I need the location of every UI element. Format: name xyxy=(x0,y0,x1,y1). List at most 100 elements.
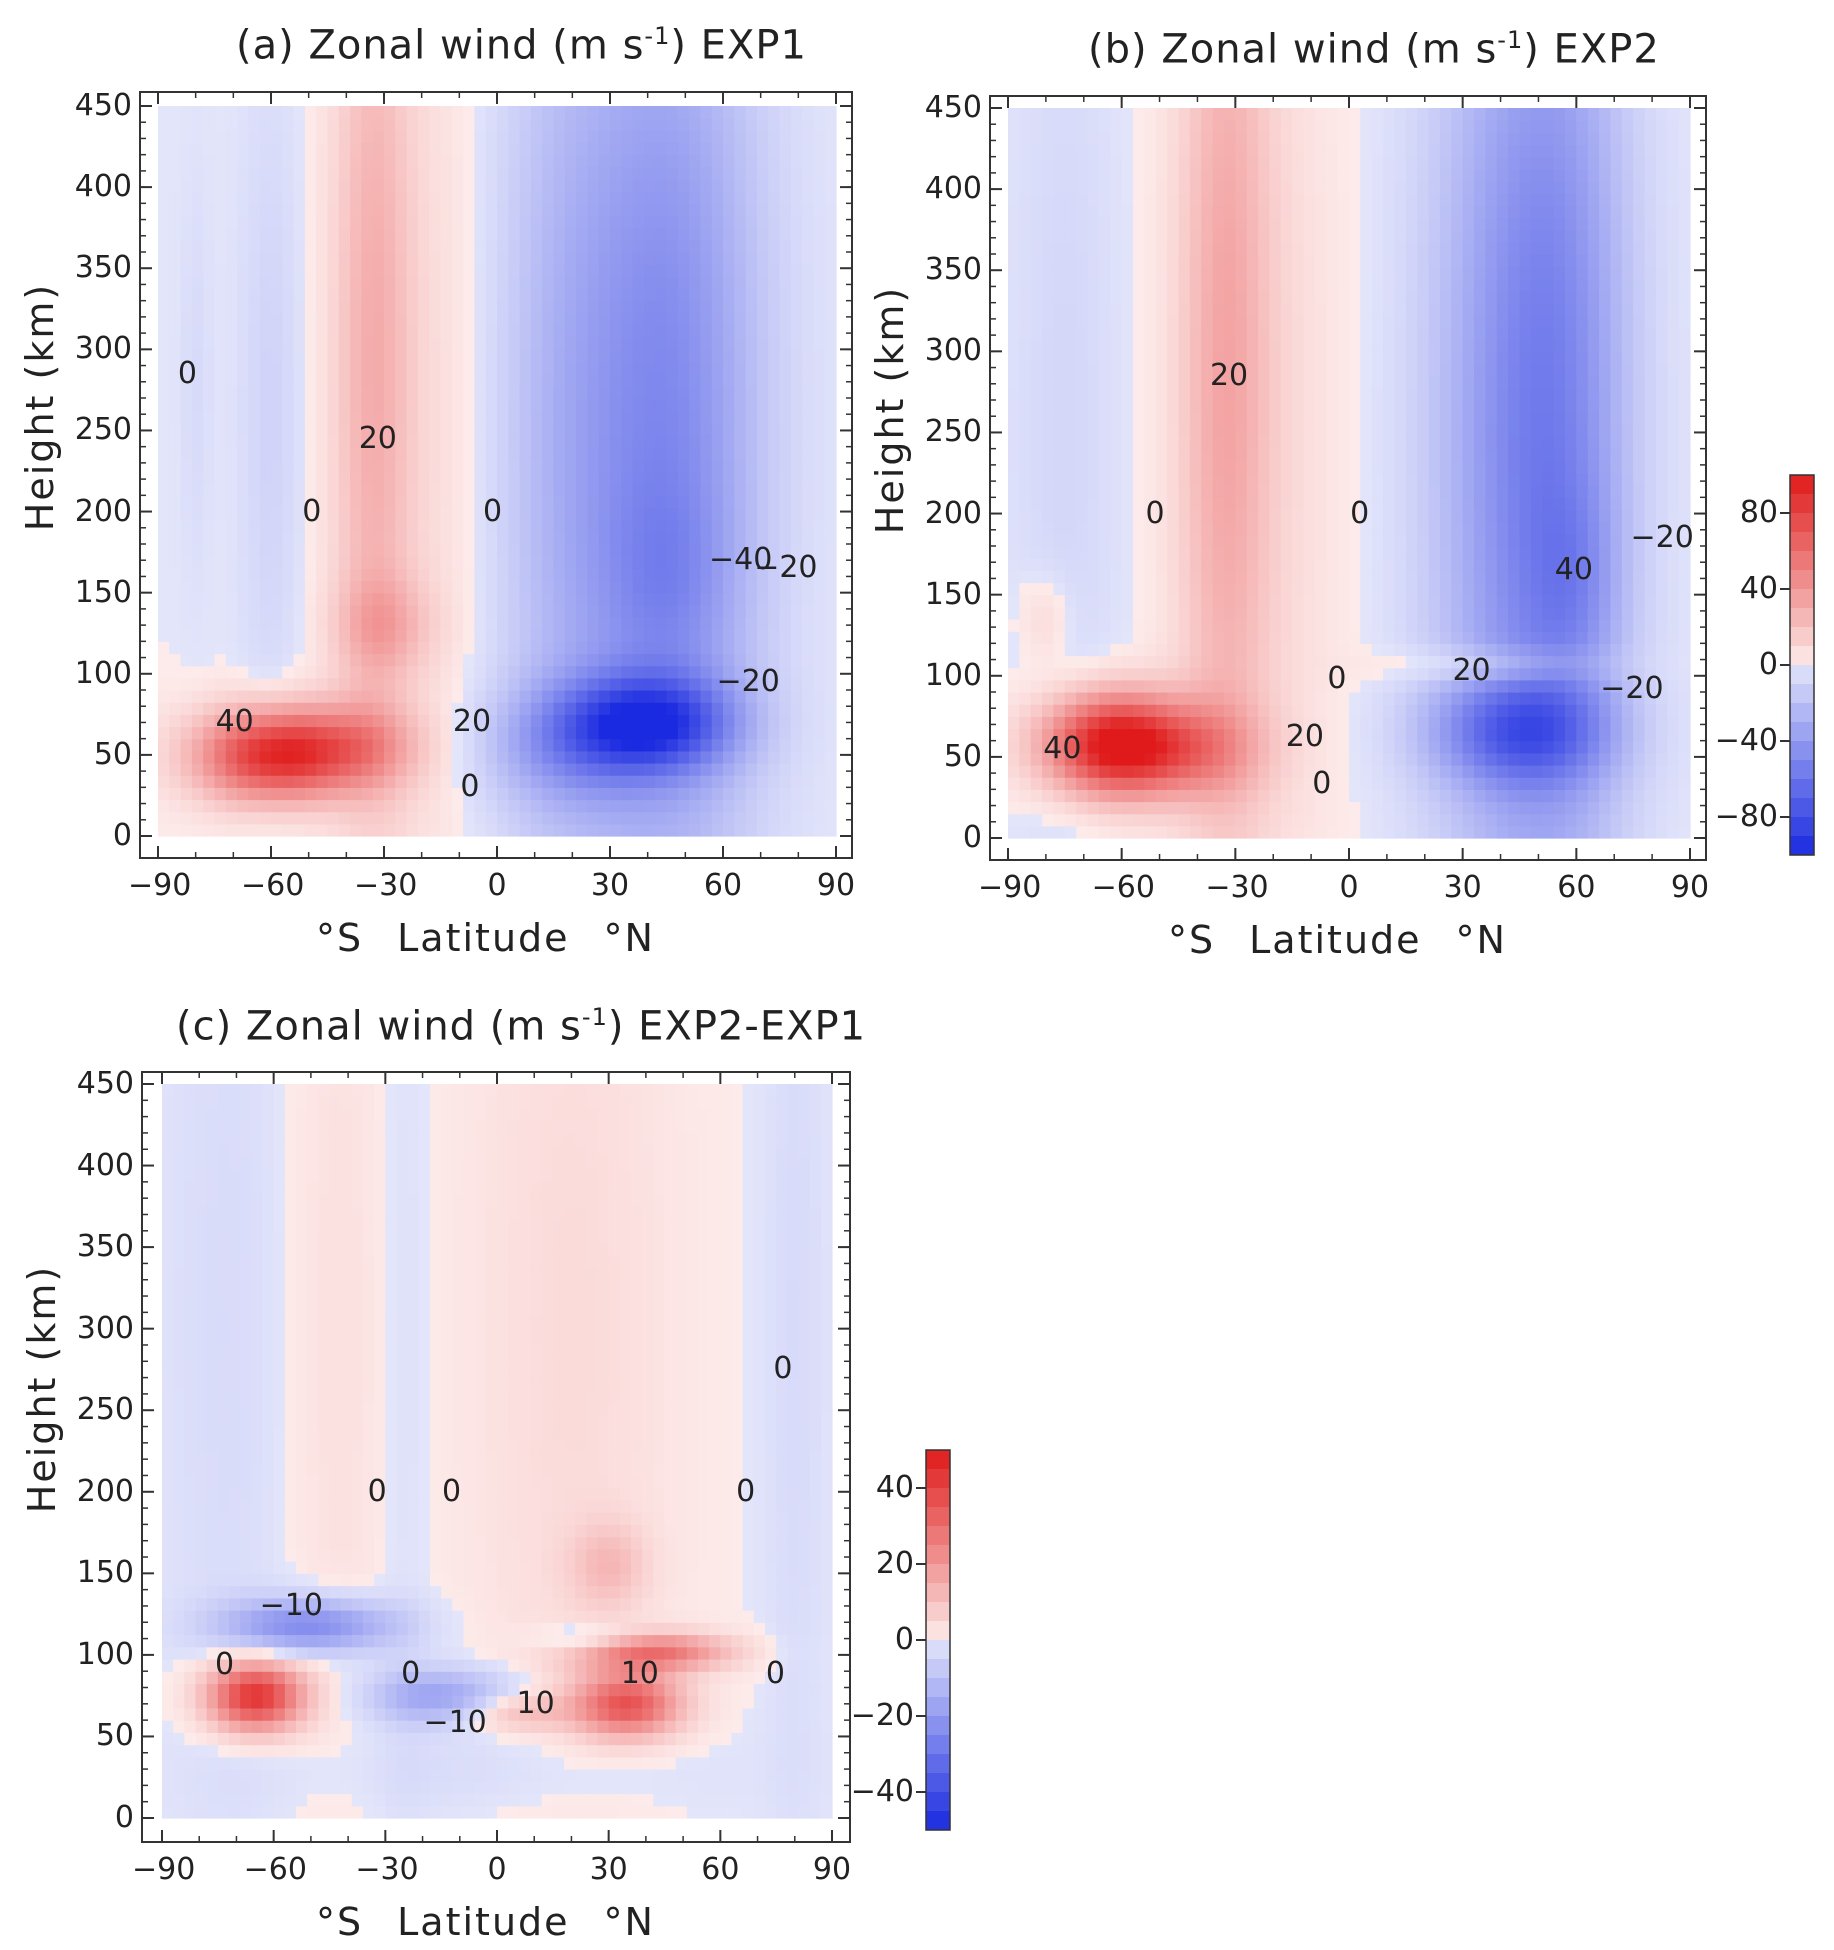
heatmap-cell xyxy=(406,239,419,253)
heatmap-cell xyxy=(440,568,453,582)
heatmap-cell xyxy=(768,130,781,144)
heatmap-cell xyxy=(485,787,498,801)
heatmap-cell xyxy=(734,629,747,642)
heatmap-cell xyxy=(282,750,295,764)
heatmap-cell xyxy=(1053,156,1066,170)
heatmap-cell xyxy=(1167,302,1180,316)
heatmap-cell xyxy=(350,252,362,265)
heatmap-cell xyxy=(768,300,781,314)
heatmap-cell xyxy=(316,799,329,813)
heatmap-cell xyxy=(632,142,645,156)
heatmap-cell xyxy=(610,276,622,290)
heatmap-cell xyxy=(485,592,498,606)
heatmap-cell xyxy=(271,507,283,521)
heatmap-cell xyxy=(158,544,170,557)
heatmap-cell xyxy=(158,239,170,253)
heatmap-cell xyxy=(643,629,656,642)
heatmap-cell xyxy=(1212,801,1225,815)
heatmap-cell xyxy=(530,349,543,363)
heatmap-cell xyxy=(632,312,645,326)
heatmap-cell xyxy=(429,690,442,703)
heatmap-cell xyxy=(1019,229,1032,243)
heatmap-cell xyxy=(361,617,374,630)
heatmap-cell xyxy=(474,288,487,302)
heatmap-cell xyxy=(350,750,362,764)
heatmap-cell xyxy=(463,300,475,314)
heatmap-cell xyxy=(824,361,837,375)
heatmap-cell xyxy=(1155,704,1168,717)
heatmap-cell xyxy=(1189,375,1202,389)
heatmap-cell xyxy=(1201,144,1214,158)
heatmap-cell xyxy=(180,507,193,521)
heatmap-cell xyxy=(395,142,408,156)
heatmap-cell xyxy=(655,227,668,241)
heatmap-cell xyxy=(700,288,713,302)
heatmap-cell xyxy=(1178,728,1191,742)
heatmap-cell xyxy=(1076,241,1089,255)
heatmap-cell xyxy=(1133,193,1145,206)
heatmap-cell xyxy=(259,252,272,265)
heatmap-cell xyxy=(304,495,317,509)
heatmap-cell xyxy=(1144,777,1157,790)
heatmap-cell xyxy=(282,763,295,776)
heatmap-cell xyxy=(271,799,283,813)
heatmap-cell xyxy=(677,519,690,533)
heatmap-cell xyxy=(361,154,374,168)
heatmap-cell xyxy=(1144,290,1157,304)
heatmap-cell xyxy=(1053,619,1066,632)
heatmap-cell xyxy=(259,702,272,715)
heatmap-cell xyxy=(734,166,747,180)
heatmap-cell xyxy=(282,495,295,509)
heatmap-cell xyxy=(282,361,295,375)
heatmap-cell xyxy=(191,823,204,837)
heatmap-cell xyxy=(203,215,216,229)
heatmap-cell xyxy=(768,629,781,642)
heatmap-cell xyxy=(576,373,588,387)
heatmap-cell xyxy=(1053,266,1066,279)
heatmap-cell xyxy=(553,483,566,496)
heatmap-cell xyxy=(530,361,543,375)
heatmap-cell xyxy=(700,677,713,691)
heatmap-cell xyxy=(1098,533,1111,547)
heatmap-cell xyxy=(1087,801,1100,815)
heatmap-cell xyxy=(474,191,487,204)
heatmap-cell xyxy=(316,191,329,204)
heatmap-cell xyxy=(1167,485,1180,498)
heatmap-cell xyxy=(474,641,487,655)
heatmap-cell xyxy=(768,702,781,715)
heatmap-cell xyxy=(395,312,408,326)
heatmap-cell xyxy=(1110,363,1123,377)
heatmap-cell xyxy=(203,410,216,423)
heatmap-cell xyxy=(677,434,690,448)
heatmap-cell xyxy=(564,665,577,679)
heatmap-cell xyxy=(1235,801,1248,815)
heatmap-cell xyxy=(632,373,645,387)
heatmap-cell xyxy=(1133,351,1145,365)
heatmap-cell xyxy=(700,166,713,180)
heatmap-cell xyxy=(790,264,803,277)
heatmap-cell xyxy=(180,519,193,533)
heatmap-cell xyxy=(621,288,634,302)
heatmap-cell xyxy=(745,677,758,691)
heatmap-cell xyxy=(1053,400,1066,413)
heatmap-cell xyxy=(1178,302,1191,316)
heatmap-cell xyxy=(248,300,261,314)
heatmap-cell xyxy=(553,252,566,265)
heatmap-cell xyxy=(304,823,317,837)
heatmap-cell xyxy=(497,690,509,703)
heatmap-cell xyxy=(395,495,408,509)
heatmap-cell xyxy=(576,519,588,533)
heatmap-cell xyxy=(497,604,509,618)
heatmap-cell xyxy=(587,288,600,302)
heatmap-cell xyxy=(689,531,701,545)
heatmap-cell xyxy=(745,483,758,496)
heatmap-cell xyxy=(169,191,182,204)
heatmap-cell xyxy=(576,653,588,667)
heatmap-cell xyxy=(180,750,193,764)
heatmap-cell xyxy=(519,130,532,144)
heatmap-cell xyxy=(293,629,306,642)
heatmap-cell xyxy=(519,215,532,229)
heatmap-cell xyxy=(282,726,295,740)
heatmap-cell xyxy=(756,325,769,338)
heatmap-cell xyxy=(214,617,227,630)
